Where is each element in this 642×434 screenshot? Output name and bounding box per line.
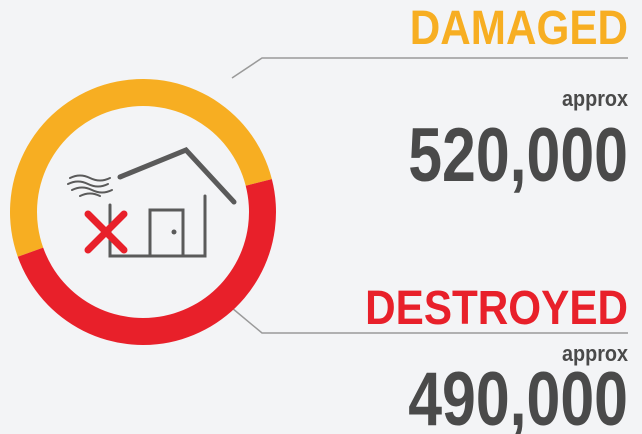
qualifier: approx <box>562 87 628 111</box>
labels: DAMAGEDapprox520,000DESTROYEDapprox490,0… <box>365 0 628 434</box>
donut-segment <box>9 78 272 257</box>
category-label: DESTROYED <box>365 280 628 334</box>
house-icon <box>67 147 237 258</box>
leader-line <box>231 307 628 334</box>
donut <box>9 78 276 345</box>
destroyed-x <box>84 210 128 254</box>
donut-segment <box>17 179 276 345</box>
leader-lines <box>231 57 628 334</box>
qualifier: approx <box>562 342 628 366</box>
value-label: 520,000 <box>408 113 628 198</box>
leader-line <box>231 57 628 79</box>
value-label: 490,000 <box>408 357 628 434</box>
category-label: DAMAGED <box>410 0 628 54</box>
